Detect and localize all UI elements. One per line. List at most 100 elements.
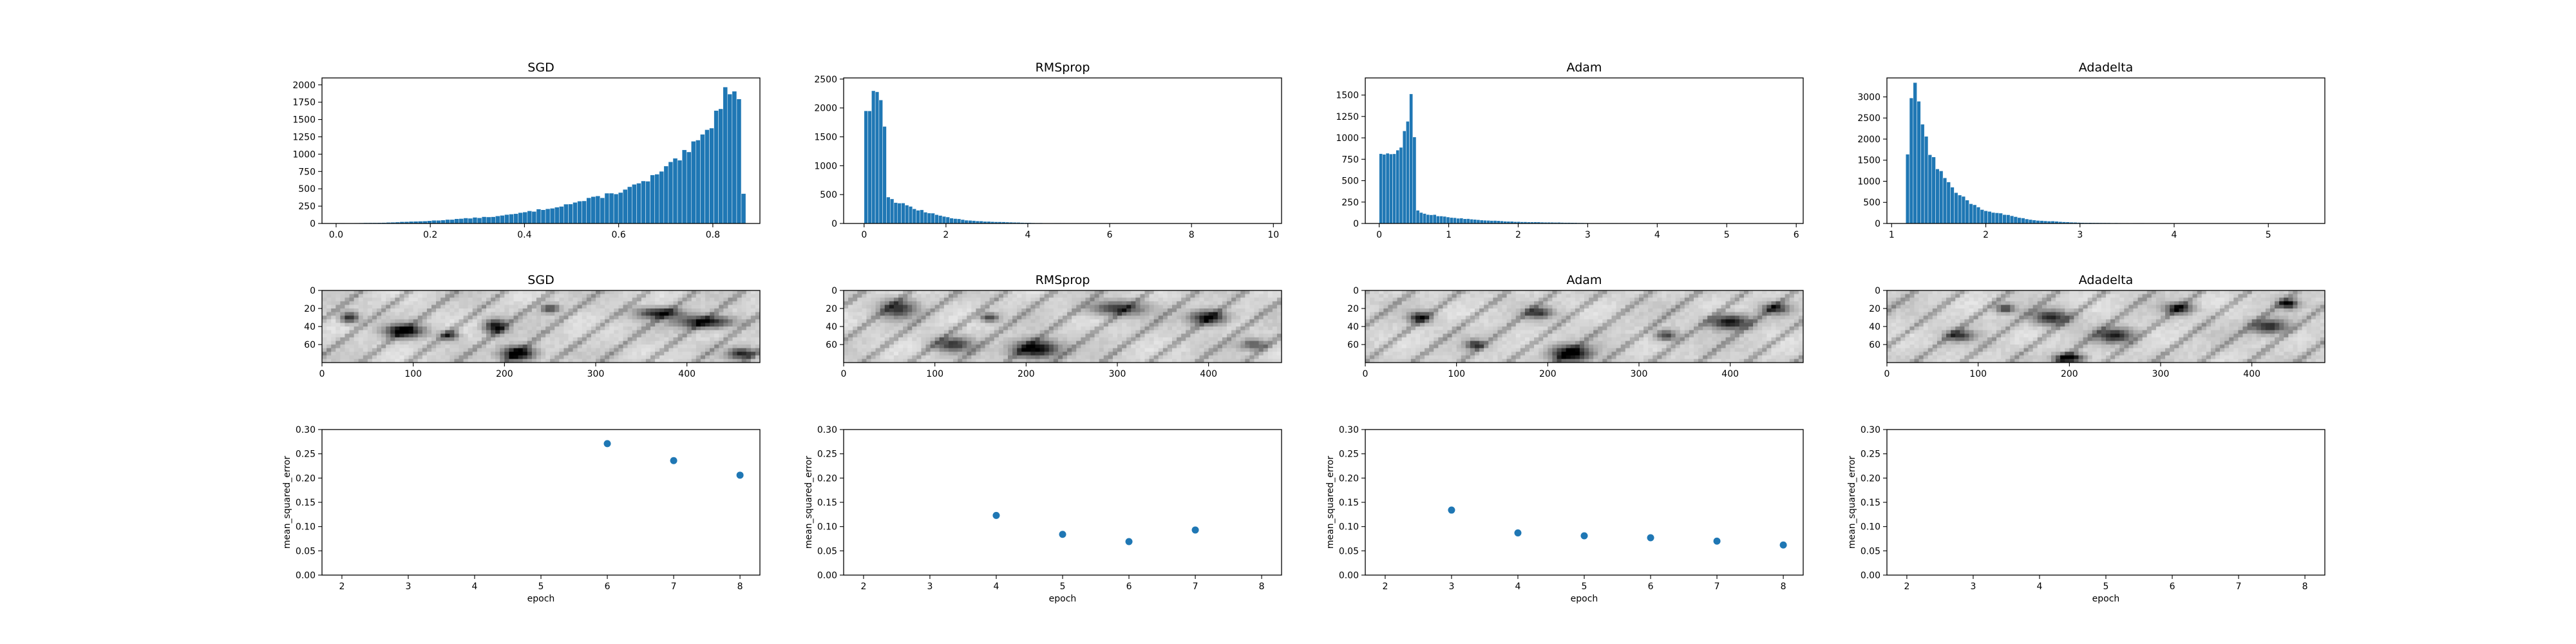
axes-frame: [321, 77, 761, 224]
histogram-bar: [912, 208, 916, 224]
histogram-bar: [549, 208, 555, 224]
histogram-bar: [609, 193, 614, 224]
x-tick-label: 400: [2243, 369, 2260, 379]
histogram-bar: [431, 220, 437, 224]
x-tick-label: 4: [994, 582, 999, 592]
x-tick-label: 2: [1904, 582, 1909, 592]
histogram-bar: [686, 151, 692, 224]
histogram-bar: [696, 140, 701, 224]
y-tick-label: 60: [1869, 340, 1880, 350]
x-axis-label: epoch: [2092, 594, 2120, 604]
y-tick-label: 0.20: [817, 473, 837, 484]
histogram-bar: [659, 171, 665, 224]
histogram-bar: [1920, 124, 1925, 224]
y-tick-label: 20: [304, 304, 316, 314]
x-tick-label: 8: [1781, 582, 1786, 592]
histogram-bar: [875, 91, 880, 224]
histogram-bar: [2017, 217, 2022, 224]
y-tick-label: 1500: [1857, 156, 1880, 166]
y-tick-label: 2000: [1857, 135, 1880, 145]
histogram-bar: [504, 214, 509, 224]
scatter-point: [992, 511, 1000, 519]
histogram-bar: [1463, 218, 1467, 224]
histogram-bar: [934, 214, 939, 224]
histogram-bar: [554, 207, 560, 224]
x-tick-label: 4: [472, 582, 478, 592]
y-tick-label: 60: [1347, 340, 1359, 350]
histogram-bar: [972, 220, 976, 224]
histogram-bar: [1935, 169, 1940, 224]
x-tick-label: 2: [339, 582, 345, 592]
histogram-bar: [1476, 219, 1481, 224]
histogram-bar: [1459, 218, 1464, 224]
y-tick-label: 0.00: [817, 571, 837, 581]
histogram-bar: [736, 99, 742, 224]
y-tick-label: 0.05: [1861, 546, 1880, 556]
axes-frame: [1365, 290, 1804, 363]
x-tick-label: 200: [496, 369, 513, 379]
histogram-bar: [1439, 216, 1443, 224]
y-axis-label: mean_squared_error: [804, 456, 814, 549]
y-tick-label: 1000: [1336, 133, 1359, 144]
x-tick-label: 5: [2103, 582, 2109, 592]
y-tick-label: 0.25: [1339, 450, 1359, 460]
x-axis-label: epoch: [527, 594, 555, 604]
scatter-point: [1125, 538, 1133, 545]
subplot-3-2: 0.00 0.05 0.10 0.15 0.20 0.25 0.30 2 3 4 5 6 7 8 epoch…: [804, 425, 1282, 604]
axes-frame: [321, 290, 761, 363]
x-tick-label: 400: [678, 369, 696, 379]
x-tick-label: 2: [1515, 230, 1521, 240]
y-tick-label: 0.30: [1339, 425, 1359, 435]
histogram-bar: [513, 213, 518, 224]
x-tick-label: 0: [861, 230, 867, 240]
histogram-bar: [477, 217, 482, 224]
x-tick-label: 300: [2152, 369, 2170, 379]
y-tick-label: 0.00: [1339, 571, 1359, 581]
histogram-bar: [540, 209, 546, 224]
histogram-bar: [2032, 220, 2036, 224]
histogram-bar: [927, 213, 932, 224]
subplot-title: SGD: [527, 273, 554, 287]
histogram-bar: [577, 201, 582, 224]
x-tick-label: 1: [1446, 230, 1452, 240]
x-tick-label: 0.4: [517, 230, 531, 240]
histogram-bar: [491, 216, 496, 224]
y-tick-label: 0.15: [1861, 498, 1880, 508]
histogram-bar: [723, 86, 728, 224]
histogram-bar: [705, 129, 710, 224]
histogram-bar: [871, 90, 876, 224]
x-tick-label: 0: [1376, 230, 1382, 240]
histogram-bar: [613, 193, 619, 224]
y-tick-label: 0.05: [1339, 546, 1359, 556]
histogram-bar: [2013, 216, 2018, 224]
histogram-bar: [1973, 204, 1977, 224]
histogram-bar: [1987, 211, 1992, 224]
y-tick-label: 0.10: [1861, 522, 1880, 533]
x-tick-label: 300: [1631, 369, 1648, 379]
y-tick-label: 750: [298, 167, 316, 177]
histogram-bar: [2009, 215, 2014, 224]
y-tick-label: 0.30: [296, 425, 316, 435]
x-tick-label: 100: [1448, 369, 1465, 379]
y-tick-label: 1250: [1336, 112, 1359, 122]
histogram-bar: [1473, 219, 1477, 224]
histogram-bar: [486, 216, 491, 224]
histogram-bar: [495, 216, 500, 224]
y-tick-label: 0.05: [296, 546, 316, 556]
histogram-bar: [878, 100, 883, 224]
histogram-bar: [942, 216, 947, 224]
x-tick-label: 7: [1714, 582, 1720, 592]
x-tick-label: 8: [2302, 582, 2308, 592]
histogram-bar: [595, 195, 601, 224]
histogram-bar: [2036, 220, 2040, 224]
histogram-bar: [1927, 155, 1932, 224]
x-tick-label: 4: [1025, 230, 1031, 240]
histogram-bar: [960, 219, 965, 224]
subplot-title: RMSprop: [1036, 273, 1090, 287]
y-tick-label: 1250: [292, 132, 316, 142]
histogram-bar: [864, 110, 868, 224]
histogram-bar: [600, 197, 605, 224]
x-tick-label: 5: [1060, 582, 1066, 592]
scatter-point: [1514, 529, 1522, 536]
y-tick-label: 0.10: [817, 522, 837, 533]
